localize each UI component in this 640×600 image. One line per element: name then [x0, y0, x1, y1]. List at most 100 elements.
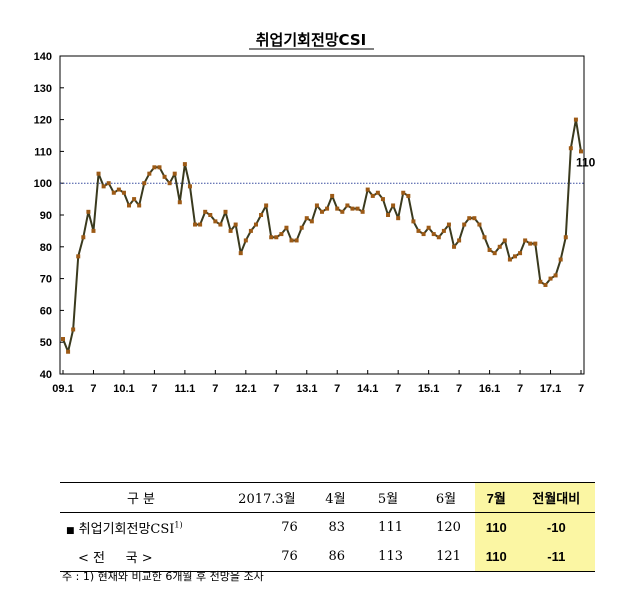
data-point: [269, 235, 274, 240]
x-tick-label: 7: [334, 383, 340, 395]
data-point: [472, 216, 477, 221]
data-point: [538, 279, 543, 284]
table-cell: 76: [281, 520, 298, 535]
series-markers: [61, 117, 583, 354]
data-point: [518, 251, 523, 256]
data-point: [462, 222, 467, 227]
data-point: [132, 197, 137, 202]
y-tick-label: 100: [34, 178, 52, 190]
y-tick-label: 120: [34, 115, 52, 127]
data-point: [172, 171, 177, 176]
footnote: 주 : 1) 현재와 비교한 6개월 후 전망을 조사: [62, 570, 264, 583]
data-point: [228, 228, 233, 233]
footnote-ref: 1): [174, 520, 183, 530]
data-point: [101, 184, 106, 189]
data-point: [533, 241, 538, 246]
data-point: [558, 257, 563, 262]
table-cell-highlight: 110: [474, 542, 518, 572]
table-cell: 120: [436, 520, 461, 535]
data-point: [421, 232, 426, 237]
header-col: 6월: [435, 492, 457, 507]
data-point: [152, 165, 157, 170]
table-cell: 83: [328, 520, 346, 535]
x-tick-label: 10.1: [113, 383, 134, 395]
table-cell: 76: [281, 549, 298, 564]
x-tick-label: 7: [212, 383, 218, 395]
y-tick-label: 80: [40, 242, 52, 254]
row-label-text: 취업기회전망CSI: [78, 522, 175, 537]
y-tick-label: 50: [40, 337, 52, 349]
table-header-row: 구 분 2017.3월 4월 5월 6월 7월 전월대비: [60, 482, 595, 513]
data-point: [279, 232, 284, 237]
x-tick-label: 7: [90, 383, 96, 395]
data-point: [330, 193, 335, 198]
row-label-text: < 전 국 >: [78, 551, 153, 566]
y-tick-label: 60: [40, 305, 52, 317]
header-col: 5월: [377, 492, 399, 507]
chart-title: 취업기회전망CSI: [256, 31, 366, 49]
data-point: [365, 187, 370, 192]
data-point: [487, 247, 492, 252]
x-tick-label: 7: [517, 383, 523, 395]
data-point: [147, 171, 152, 176]
y-tick-label: 90: [40, 210, 52, 222]
data-point: [436, 235, 441, 240]
data-point: [106, 181, 111, 186]
data-point: [264, 203, 269, 208]
data-point: [360, 209, 365, 214]
row-label: < 전 국 >: [60, 542, 222, 572]
data-point: [203, 209, 208, 214]
data-point: [66, 349, 71, 354]
data-point: [111, 190, 116, 195]
table-cell-highlight: -11: [517, 542, 595, 572]
data-point: [375, 190, 380, 195]
data-point: [182, 162, 187, 167]
summary-table: 구 분 2017.3월 4월 5월 6월 7월 전월대비 ■ 취업기회전망CSI…: [60, 482, 595, 572]
data-point: [193, 222, 198, 227]
end-value-label: 110: [576, 155, 596, 169]
x-tick-label: 7: [273, 383, 279, 395]
x-tick-label: 16.1: [479, 383, 500, 395]
data-point: [386, 213, 391, 217]
data-point: [243, 238, 248, 243]
data-point: [355, 206, 360, 211]
x-tick-label: 17.1: [540, 383, 561, 395]
table-cell: 113: [378, 549, 403, 564]
data-point: [121, 190, 126, 195]
data-point: [340, 209, 345, 214]
data-point: [299, 225, 304, 230]
data-point: [71, 327, 76, 332]
x-tick-label: 7: [395, 383, 401, 395]
data-point: [548, 276, 553, 281]
table-cell-highlight: -10: [517, 512, 595, 542]
data-point: [441, 228, 446, 233]
data-point: [467, 216, 472, 221]
y-tick-label: 140: [34, 51, 52, 63]
table-cell-highlight: 110: [474, 512, 518, 542]
x-tick-label: 11.1: [174, 383, 195, 395]
data-point: [568, 146, 573, 151]
data-point: [177, 200, 182, 205]
data-point: [396, 216, 401, 221]
data-point: [573, 117, 578, 122]
data-point: [81, 235, 86, 240]
data-point: [512, 254, 517, 259]
data-point: [579, 149, 583, 154]
data-point: [320, 209, 324, 214]
table-row: < 전 국 > 76 86 113 121 110 -11: [60, 542, 595, 572]
table-cell: 121: [436, 549, 461, 564]
data-point: [86, 209, 91, 214]
table-row: ■ 취업기회전망CSI1) 76 83 111 120 110 -10: [60, 512, 595, 542]
x-tick-label: 14.1: [357, 383, 378, 395]
data-point: [335, 206, 340, 211]
data-point: [142, 181, 147, 186]
x-axis: 09.1 7 10.1 7 11.1 7 12.1 7 13.1 7 14.1 7 15.1 7 16.1 7…: [52, 370, 584, 395]
data-point: [553, 273, 558, 278]
data-point: [350, 206, 355, 211]
data-point: [411, 219, 416, 224]
table-cell: 86: [328, 549, 346, 564]
y-tick-label: 70: [40, 274, 52, 286]
data-point: [426, 225, 431, 230]
row-marker: ■: [66, 526, 75, 536]
data-point: [391, 203, 396, 208]
